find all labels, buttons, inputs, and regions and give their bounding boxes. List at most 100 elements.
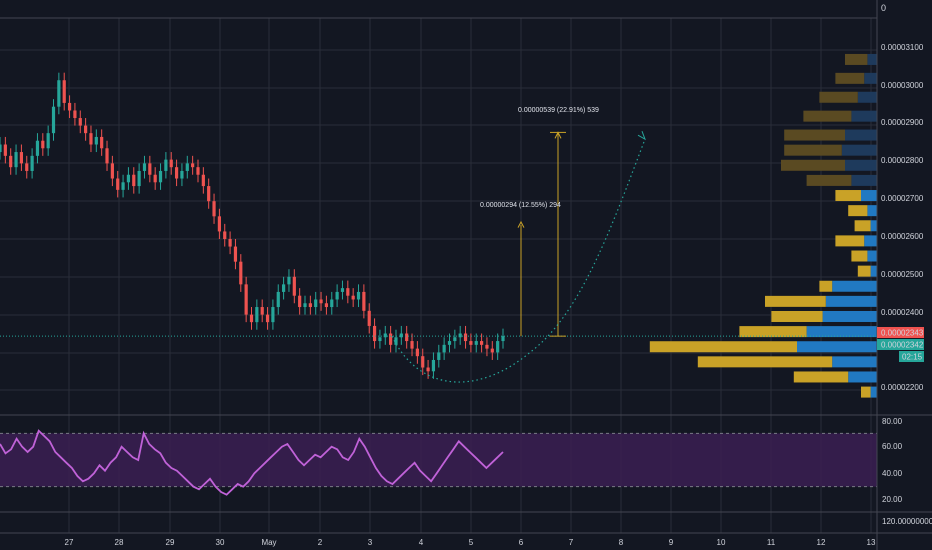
candle-body [180, 170, 184, 179]
candle-body [426, 367, 430, 372]
candle-body [410, 341, 414, 349]
candle-body [308, 303, 312, 308]
candle-body [356, 291, 361, 300]
candle-body [223, 231, 227, 239]
rsi-axis-label: 80.00 [882, 417, 903, 426]
candle-body [490, 348, 494, 353]
price-axis-label: 0.00003100 [881, 43, 924, 52]
candle-body [485, 344, 489, 349]
candle-body [298, 295, 302, 308]
projected-curve-arrowhead [637, 130, 646, 141]
volume-profile-up-bar [867, 53, 877, 65]
candle-body [405, 333, 409, 342]
volume-profile-up-bar [864, 235, 877, 247]
candle-body [142, 163, 147, 171]
time-axis[interactable]: 27 28 29 30 May 2 3 4 5 6 7 8 9 10 11 12… [65, 538, 876, 547]
candle-body [292, 276, 296, 296]
rsi-axis[interactable]: 80.00 60.00 40.00 20.00 120.00000000 [882, 417, 932, 526]
candle-body [3, 144, 7, 156]
volume-profile-up-bar [861, 190, 877, 202]
price-axis-label: 0.00002400 [881, 308, 924, 317]
volume-profile-up-bar [864, 72, 877, 84]
candle-body [73, 110, 77, 119]
candle-body [319, 299, 323, 304]
price-axis-label: 0.00002600 [881, 232, 924, 241]
time-axis-label: 6 [519, 538, 524, 547]
price-axis[interactable]: 0 0.00003100 0.00003000 0.00002900 0.000… [877, 3, 924, 392]
candle-body [314, 299, 318, 308]
time-axis-label: 5 [469, 538, 474, 547]
candle-body [372, 325, 377, 342]
candle-body [496, 341, 500, 353]
volume-profile-up-bar [806, 326, 877, 338]
candle-body [271, 307, 275, 323]
rsi-axis-label: 60.00 [882, 442, 903, 451]
volume-profile-down-bar [835, 190, 861, 202]
volume-profile-down-bar [739, 326, 807, 338]
time-axis-label: 12 [817, 538, 826, 547]
candle-body [255, 307, 259, 323]
current-price-tag [877, 327, 924, 338]
drawing-overlay[interactable] [0, 130, 877, 383]
time-axis-label: May [261, 538, 276, 547]
candle-body [25, 163, 29, 171]
volume-profile-up-bar [867, 250, 877, 262]
volume-profile-up-bar [845, 129, 877, 141]
volume-profile-down-bar [784, 144, 842, 156]
candle-body [100, 136, 104, 149]
measure-long-label[interactable]: 0.00000539 (22.91%) 539 [518, 107, 599, 114]
volume-profile-up-bar [867, 205, 877, 217]
measure-short-label[interactable]: 0.00000294 (12.55%) 294 [480, 202, 561, 209]
time-axis-label: 10 [717, 538, 726, 547]
price-axis-label: 0.00002700 [881, 194, 924, 203]
candle-body [249, 314, 254, 323]
candle-body [201, 174, 205, 187]
candle-body [463, 333, 468, 342]
volume-profile-down-bar [697, 356, 833, 368]
candle-body [362, 291, 366, 311]
rsi-axis-label: 20.00 [882, 495, 903, 504]
candle-body [116, 178, 120, 190]
volume-profile-down-bar [835, 235, 865, 247]
rsi-pane [0, 429, 877, 496]
candle-body [148, 163, 152, 175]
candle-body [351, 295, 355, 300]
candle-body [228, 239, 232, 247]
volume-profile-down-bar [784, 129, 845, 141]
candle-body [244, 284, 248, 315]
candle-body [479, 341, 484, 345]
candle-body [0, 144, 2, 153]
candle-body [378, 337, 382, 342]
candle-body [415, 348, 419, 357]
candle-body [51, 106, 56, 134]
candle-body [110, 163, 114, 179]
candle-body [340, 288, 345, 292]
volume-profile-down-bar [765, 295, 826, 307]
volume-profile-down-bar [649, 341, 797, 353]
candle-body [303, 303, 307, 308]
extra-axis-label: 120.00000000 [882, 517, 932, 526]
volume-profile-down-bar [848, 205, 868, 217]
volume-profile-up-bar [832, 356, 877, 368]
candle-body [442, 344, 446, 353]
time-axis-label: 30 [216, 538, 225, 547]
time-axis-label: 28 [115, 538, 124, 547]
candle-body [158, 170, 163, 183]
volume-profile-up-bar [848, 371, 877, 383]
time-axis-label: 3 [368, 538, 373, 547]
candle-body [14, 152, 18, 168]
candle-body [89, 133, 93, 145]
volume-profile-down-bar [851, 250, 868, 262]
candle-body [239, 261, 243, 285]
candle-body [282, 284, 286, 292]
candle-body [265, 314, 270, 323]
candle-body [174, 167, 179, 179]
volume-profile-up-bar [822, 310, 877, 322]
candle-body [399, 333, 403, 338]
price-axis-label: 0.00002200 [881, 383, 924, 392]
candle-body [185, 163, 189, 171]
candle-body [335, 291, 339, 300]
volume-profile-up-bar [857, 91, 877, 103]
time-axis-label: 8 [619, 538, 624, 547]
